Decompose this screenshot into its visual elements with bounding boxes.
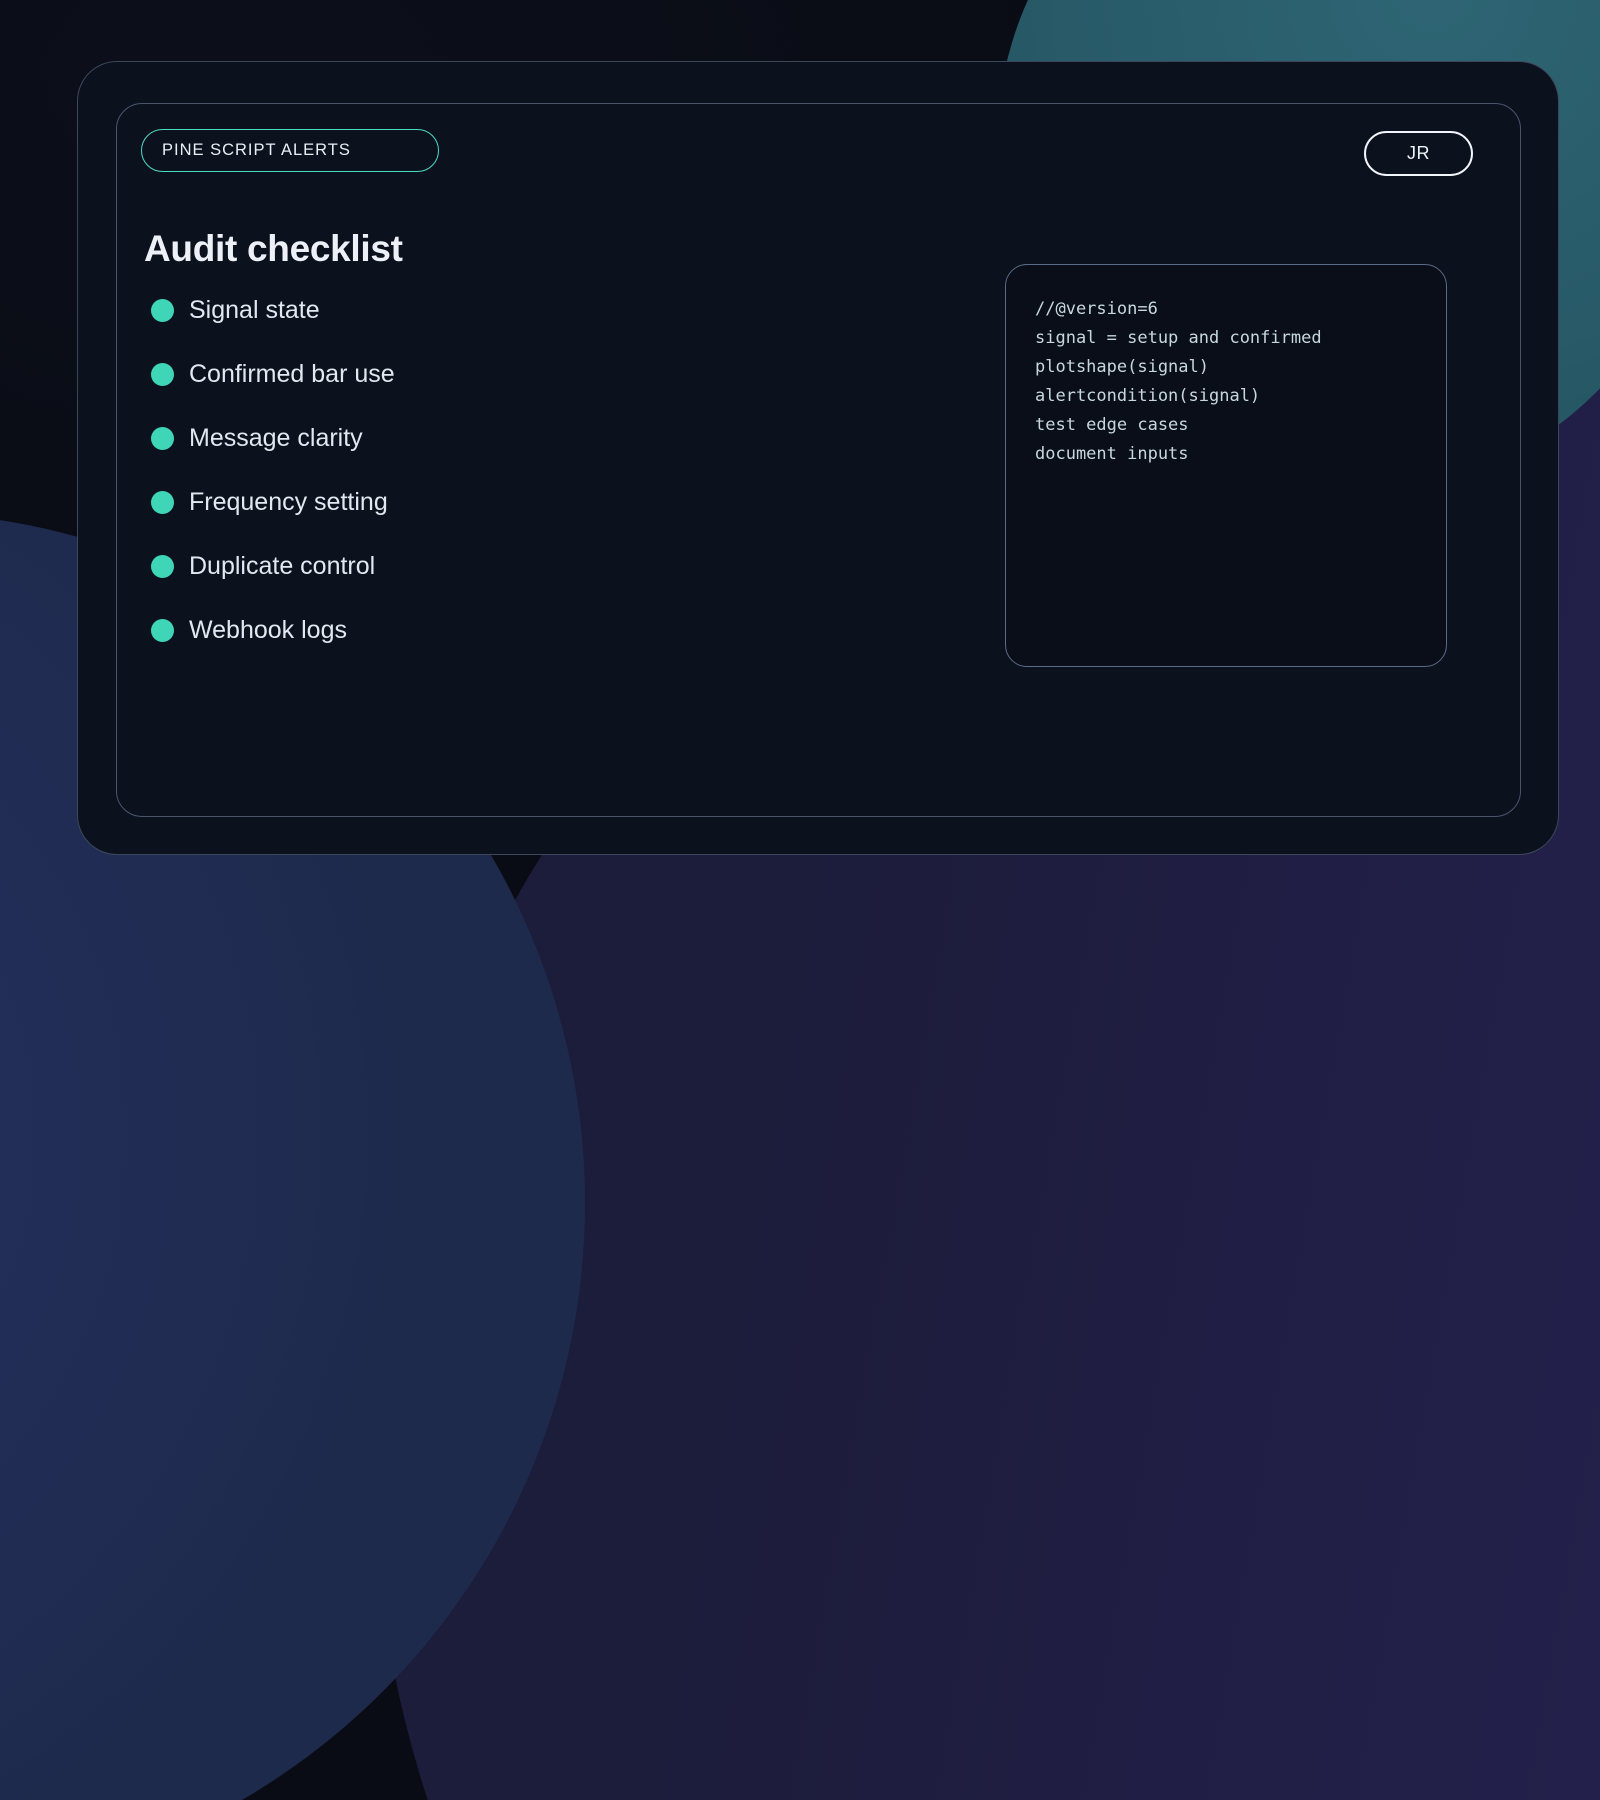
checklist-item: Confirmed bar use xyxy=(151,360,395,388)
code-line: plotshape(signal) xyxy=(1035,357,1209,377)
bullet-dot-icon xyxy=(151,298,174,322)
checklist-item: Frequency setting xyxy=(151,488,395,516)
checklist-item-label: Webhook logs xyxy=(189,616,347,644)
topic-badge[interactable]: PINE SCRIPT ALERTS xyxy=(141,129,439,172)
checklist-item-label: Message clarity xyxy=(189,424,363,452)
bullet-dot-icon xyxy=(151,426,174,450)
code-line: test edge cases xyxy=(1035,415,1189,435)
checklist-item: Duplicate control xyxy=(151,552,395,580)
avatar-initials: JR xyxy=(1407,143,1430,163)
bullet-dot-icon xyxy=(151,362,174,386)
code-line: signal = setup and confirmed xyxy=(1035,328,1322,348)
avatar[interactable]: JR xyxy=(1364,131,1473,176)
checklist-item: Webhook logs xyxy=(151,616,395,644)
checklist-item: Signal state xyxy=(151,296,395,324)
code-line: document inputs xyxy=(1035,444,1189,464)
bullet-dot-icon xyxy=(151,490,174,514)
bullet-dot-icon xyxy=(151,618,174,642)
code-line: alertcondition(signal) xyxy=(1035,386,1261,406)
checklist-item-label: Duplicate control xyxy=(189,552,376,580)
code-panel: //@version=6 signal = setup and confirme… xyxy=(1005,264,1447,667)
checklist: Signal state Confirmed bar use Message c… xyxy=(151,296,395,680)
page-title: Audit checklist xyxy=(144,227,403,269)
checklist-item-label: Signal state xyxy=(189,296,320,324)
app-card: PINE SCRIPT ALERTS JR Audit checklist Si… xyxy=(77,61,1559,855)
checklist-item-label: Confirmed bar use xyxy=(189,360,395,388)
checklist-item: Message clarity xyxy=(151,424,395,452)
content-panel: PINE SCRIPT ALERTS JR Audit checklist Si… xyxy=(116,103,1521,817)
code-line: //@version=6 xyxy=(1035,299,1158,319)
topic-badge-label: PINE SCRIPT ALERTS xyxy=(162,141,351,159)
checklist-item-label: Frequency setting xyxy=(189,488,388,516)
bullet-dot-icon xyxy=(151,554,174,578)
